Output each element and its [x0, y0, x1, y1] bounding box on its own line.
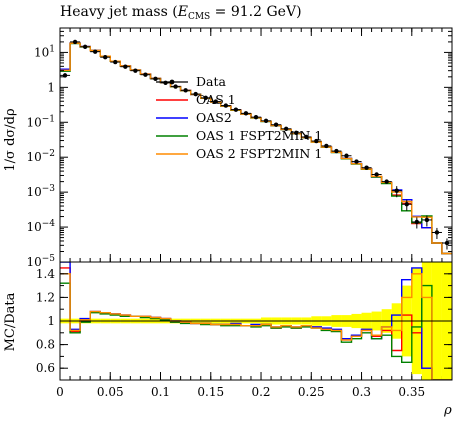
- x-tick-label: 0.35: [398, 385, 425, 399]
- data-point: [263, 118, 269, 124]
- data-point: [113, 59, 118, 65]
- x-tick-label: 0: [56, 385, 64, 399]
- data-point: [203, 95, 208, 101]
- y-tick-label: 10−3: [26, 184, 55, 199]
- x-tick-label: 0.25: [298, 385, 325, 399]
- chart-title-main: Heavy jet mass (: [60, 4, 178, 20]
- y-tick-label: 10−4: [26, 219, 55, 234]
- legend-data-marker: [169, 79, 175, 85]
- data-point: [414, 219, 420, 225]
- data-point: [394, 188, 399, 193]
- y-axis-label: 1/σ dσ/dρ: [3, 108, 18, 171]
- data-point: [424, 217, 430, 223]
- data-point: [384, 179, 389, 184]
- data-point: [183, 88, 188, 93]
- legend-entry-series: OAS 1 FSPT2MIN 1: [156, 128, 322, 143]
- y-tick-label: 10−1: [26, 114, 55, 129]
- data-point: [304, 134, 309, 140]
- data-point: [92, 49, 98, 54]
- x-axis-label: ρ: [443, 403, 452, 418]
- data-point: [294, 130, 299, 135]
- data-point: [103, 54, 108, 60]
- chart-title-sub: CMS: [188, 12, 210, 22]
- x-tick-label: 0.1: [151, 385, 170, 399]
- data-point: [153, 76, 158, 82]
- legend-entry-series: OAS 2 FSPT2MIN 1: [156, 146, 322, 161]
- data-point: [374, 172, 379, 177]
- data-point: [364, 165, 369, 170]
- data-points: [60, 39, 452, 250]
- ratio-y-tick-label: 1: [47, 314, 55, 328]
- ratio-y-axis-label: MC/Data: [3, 292, 18, 351]
- data-point: [324, 143, 329, 149]
- legend-series-label: OAS 2 FSPT2MIN 1: [196, 146, 322, 161]
- y-tick-label: 1: [47, 80, 55, 94]
- mc-series-ratio: [60, 262, 452, 380]
- data-point: [434, 230, 440, 235]
- data-point: [283, 126, 289, 132]
- y-tick-label: 10−5: [26, 254, 55, 269]
- data-point: [404, 202, 409, 207]
- legend-series-label: OAS2: [196, 110, 232, 125]
- ratio-y-tick-label: 0.6: [36, 361, 55, 375]
- data-point: [133, 68, 138, 73]
- data-point: [82, 44, 88, 49]
- legend-entry-data: Data: [156, 74, 226, 89]
- data-point: [273, 122, 279, 127]
- x-tick-label: 0.3: [352, 385, 371, 399]
- chart-title-var: E: [177, 4, 188, 20]
- main-frame: [59, 27, 453, 263]
- ratio-line-2: [60, 282, 452, 380]
- data-point: [173, 84, 178, 89]
- legend-data-label: Data: [196, 74, 226, 89]
- ratio-line-3: [60, 273, 452, 380]
- data-point: [253, 114, 259, 120]
- data-point: [334, 148, 339, 154]
- ratio-y-tick-label: 0.8: [36, 338, 55, 352]
- data-point: [143, 72, 148, 77]
- legend-series-label: OAS 1 FSPT2MIN 1: [196, 128, 322, 143]
- data-point: [72, 39, 78, 45]
- data-point: [354, 159, 359, 164]
- legend-entry-series: OAS2: [156, 110, 232, 125]
- ratio-y-tick-label: 1.2: [36, 290, 55, 304]
- y-tick-label: 10−2: [26, 149, 55, 164]
- x-tick-label: 0.05: [97, 385, 124, 399]
- y-tick-label: 101: [34, 44, 55, 59]
- data-point: [344, 153, 349, 158]
- data-point: [444, 240, 450, 246]
- data-point: [223, 103, 229, 108]
- legend-entry-series: OAS 1: [156, 92, 236, 107]
- chart-title: Heavy jet mass (ECMS = 91.2 GeV): [60, 4, 302, 22]
- ratio-y-tick-label: 1.4: [36, 267, 55, 281]
- x-tick-label: 0.2: [251, 385, 270, 399]
- data-point: [213, 99, 218, 104]
- data-point: [193, 91, 198, 97]
- data-point: [243, 111, 249, 116]
- data-point: [123, 64, 128, 69]
- legend-series-label: OAS 1: [196, 92, 236, 107]
- chart-title-rest: = 91.2 GeV): [210, 4, 301, 20]
- legend: Data OAS 1 OAS2 OAS 1 FSPT2MIN 1 OAS 2 FSPT2…: [156, 74, 322, 161]
- data-point: [233, 107, 239, 112]
- x-tick-label: 0.15: [197, 385, 224, 399]
- ratio-plot: 1.4 1.2 1 0.8 0.60 0.05 0.1 0.15 0.2 0.25 0.3 0.35: [36, 261, 453, 399]
- data-point: [314, 138, 319, 144]
- data-point: [163, 80, 168, 85]
